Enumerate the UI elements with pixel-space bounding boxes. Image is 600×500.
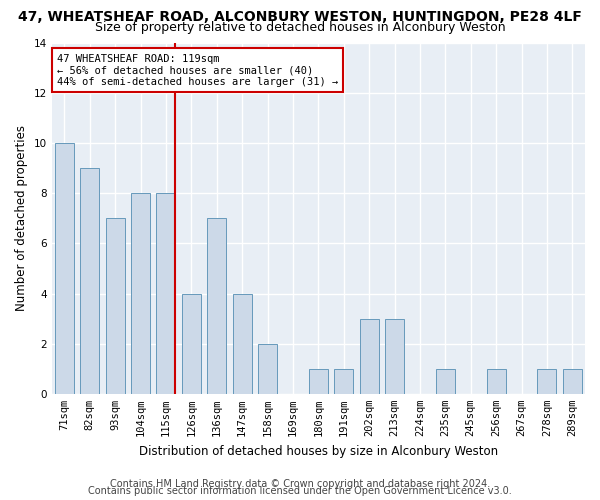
Bar bbox=[258, 344, 277, 394]
Text: Contains public sector information licensed under the Open Government Licence v3: Contains public sector information licen… bbox=[88, 486, 512, 496]
Bar bbox=[334, 368, 353, 394]
Text: Contains HM Land Registry data © Crown copyright and database right 2024.: Contains HM Land Registry data © Crown c… bbox=[110, 479, 490, 489]
Bar bbox=[106, 218, 125, 394]
Text: 47 WHEATSHEAF ROAD: 119sqm
← 56% of detached houses are smaller (40)
44% of semi: 47 WHEATSHEAF ROAD: 119sqm ← 56% of deta… bbox=[57, 54, 338, 86]
Bar bbox=[487, 368, 506, 394]
Bar bbox=[309, 368, 328, 394]
Bar bbox=[157, 194, 175, 394]
Bar bbox=[385, 318, 404, 394]
Bar bbox=[436, 368, 455, 394]
Bar bbox=[233, 294, 251, 394]
Bar bbox=[359, 318, 379, 394]
X-axis label: Distribution of detached houses by size in Alconbury Weston: Distribution of detached houses by size … bbox=[139, 444, 498, 458]
Bar bbox=[207, 218, 226, 394]
Bar bbox=[55, 143, 74, 394]
Bar bbox=[80, 168, 99, 394]
Y-axis label: Number of detached properties: Number of detached properties bbox=[15, 126, 28, 312]
Text: 47, WHEATSHEAF ROAD, ALCONBURY WESTON, HUNTINGDON, PE28 4LF: 47, WHEATSHEAF ROAD, ALCONBURY WESTON, H… bbox=[18, 10, 582, 24]
Bar bbox=[182, 294, 201, 394]
Text: Size of property relative to detached houses in Alconbury Weston: Size of property relative to detached ho… bbox=[95, 22, 505, 35]
Bar bbox=[131, 194, 150, 394]
Bar bbox=[563, 368, 582, 394]
Bar bbox=[538, 368, 556, 394]
